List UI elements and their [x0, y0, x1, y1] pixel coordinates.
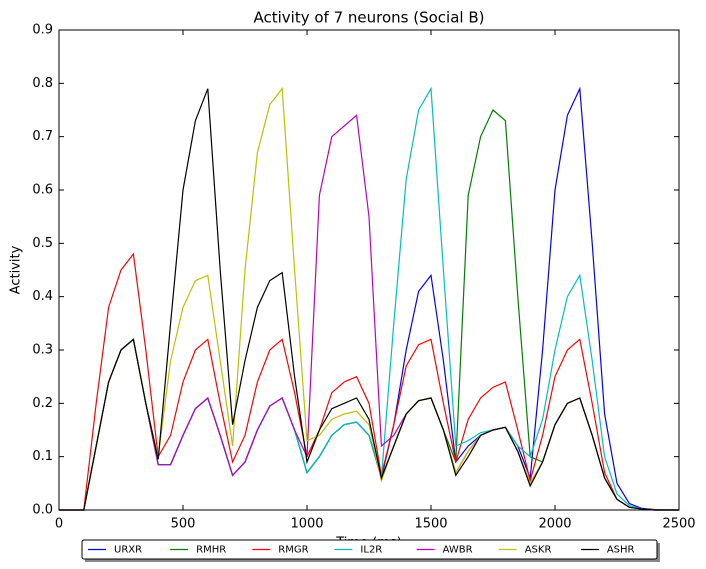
legend-label: RMGR [278, 545, 308, 556]
y-tick-label: 0.2 [32, 396, 53, 411]
legend-label: IL2R [360, 545, 382, 556]
y-tick-label: 0.8 [32, 76, 53, 91]
series-line [59, 88, 679, 511]
legend-label: ASKR [525, 545, 552, 556]
series-line [59, 86, 679, 511]
y-axis-label: Activity [9, 245, 24, 294]
legend-box [81, 539, 658, 560]
y-tick-label: 0.4 [32, 289, 53, 304]
y-tick-label: 0.9 [32, 23, 53, 38]
x-tick-label: 1000 [290, 517, 323, 532]
legend-label: RMHR [196, 545, 226, 556]
chart-title: Activity of 7 neurons (Social B) [254, 9, 485, 27]
x-tick-label: 2500 [662, 517, 695, 532]
legend-label: URXR [114, 545, 142, 556]
plot-frame [58, 29, 680, 511]
y-tick-label: 0.3 [32, 343, 53, 358]
series-line [59, 114, 679, 511]
series-line [59, 86, 679, 511]
legend-label: AWBR [443, 545, 473, 556]
y-tick-label: 0.0 [32, 503, 53, 518]
x-tick-label: 0 [55, 517, 63, 532]
x-tick-label: 1500 [414, 517, 447, 532]
legend-label: ASHR [607, 545, 635, 556]
series-line [59, 87, 679, 511]
x-tick-label: 2000 [538, 517, 571, 532]
y-tick-label: 0.7 [32, 129, 53, 144]
y-tick-label: 0.6 [32, 183, 53, 198]
series-line [59, 252, 679, 511]
x-tick-label: 500 [171, 517, 196, 532]
y-tick-label: 0.5 [32, 236, 53, 251]
y-tick-label: 0.1 [32, 449, 53, 464]
